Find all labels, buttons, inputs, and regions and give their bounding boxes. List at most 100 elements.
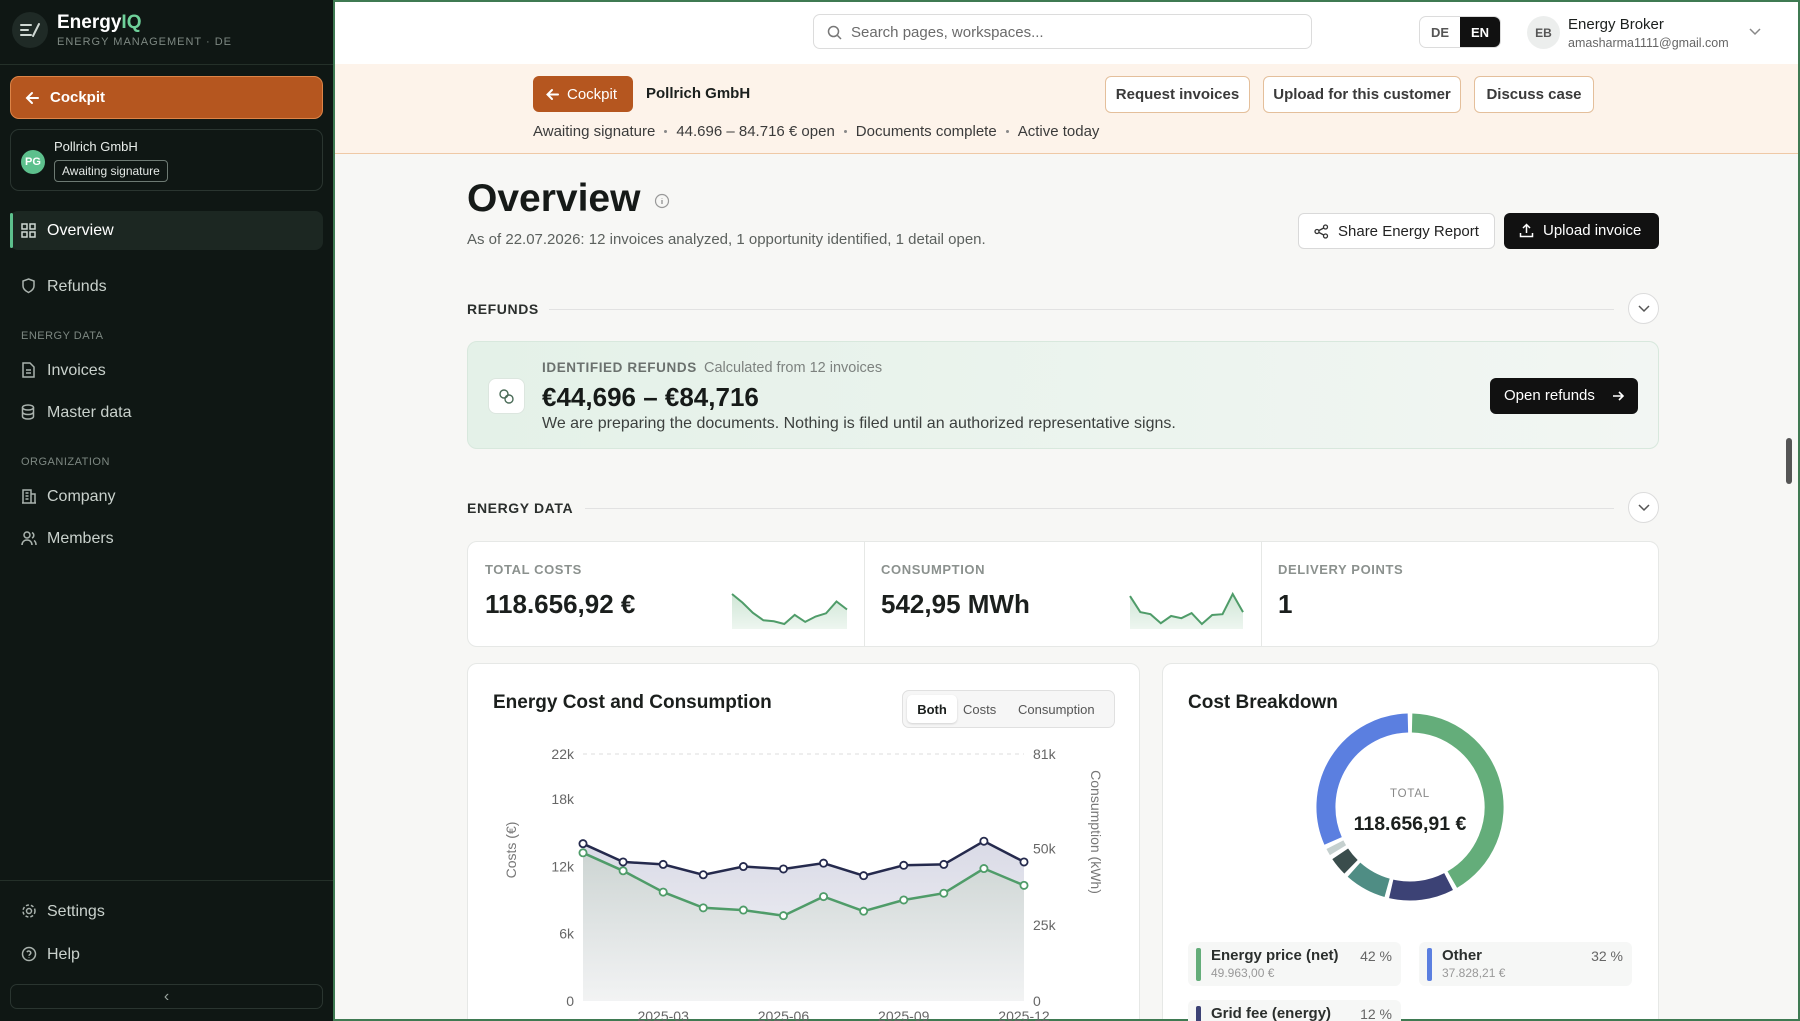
nav-section-title: ENERGY DATA [21, 330, 104, 342]
chevron [1638, 305, 1650, 313]
kpi-label: DELIVERY POINTS [1278, 562, 1404, 577]
settings-icon [22, 904, 36, 918]
kpi-label: CONSUMPTION [881, 562, 986, 577]
meta-item: Awaiting signature [533, 123, 656, 140]
language-option[interactable]: DE [1430, 24, 1450, 40]
view-toggle: Both Costs Consumption [902, 690, 1115, 728]
banner-cockpit-button[interactable]: Cockpit [533, 76, 633, 112]
page-subtitle: As of 22.07.2026: 12 invoices analyzed, … [467, 231, 986, 248]
language-toggle: DE EN [1419, 16, 1501, 48]
customer-avatar: PG [21, 150, 45, 174]
refunds-icon [22, 278, 35, 294]
topbar: Search pages, workspaces... DE EN EB Ener… [335, 2, 1798, 65]
toggle-option[interactable]: Consumption [1018, 702, 1095, 717]
kpi-divider [1261, 542, 1262, 646]
chevron [1638, 504, 1650, 512]
upload-icon [1519, 223, 1534, 238]
help-icon [21, 946, 37, 962]
chart-title: Energy Cost and Consumption [493, 692, 772, 713]
nav-item[interactable]: Company [47, 488, 116, 505]
toggle-option[interactable]: Both [907, 695, 957, 723]
refund-card: IDENTIFIED REFUNDS Calculated from 12 in… [467, 341, 1659, 449]
kpi-label: TOTAL COSTS [485, 562, 582, 577]
divider [0, 880, 333, 881]
banner-action[interactable]: Upload for this customer [1263, 76, 1461, 113]
refund-description: We are preparing the documents. Nothing … [542, 415, 1176, 432]
nav-item[interactable]: Invoices [47, 362, 106, 379]
meta-separator [1005, 130, 1009, 133]
nav-item[interactable]: Help [47, 946, 80, 963]
logo [12, 12, 48, 48]
collapse-button[interactable]: ‹ [10, 984, 323, 1009]
user-email: amasharma1111@gmail.com [1568, 36, 1729, 50]
refund-amount: €44,696 – €84,716 [542, 382, 759, 412]
nav-item[interactable]: Master data [47, 404, 132, 421]
nav-item[interactable]: Settings [47, 903, 105, 920]
refund-icon [488, 378, 525, 414]
search-box[interactable]: Search pages, workspaces... [813, 14, 1312, 49]
customer-banner: Cockpit Pollrich GmbH Request invoices U… [335, 64, 1798, 154]
divider [0, 64, 333, 65]
nav-section-title: ORGANIZATION [21, 456, 110, 468]
nav-item[interactable]: Members [47, 530, 114, 547]
user-avatar[interactable]: EB [1527, 16, 1560, 49]
section-rule [585, 508, 1614, 509]
refund-glyph [499, 389, 514, 404]
arrow-icon [25, 92, 39, 104]
share-label: Share Energy Report [1338, 223, 1479, 240]
chart-title: Cost Breakdown [1188, 692, 1338, 713]
members-icon [21, 531, 37, 546]
meta-separator [664, 130, 668, 133]
meta-item: Documents complete [855, 123, 997, 140]
customer-status: Awaiting signature [54, 160, 168, 182]
upload-invoice-button[interactable]: Upload invoice [1504, 213, 1659, 249]
share-report-button[interactable]: Share Energy Report [1298, 213, 1495, 249]
line-chart-card: Energy Cost and Consumption Both Costs C… [467, 663, 1140, 1019]
language-option[interactable]: EN [1460, 17, 1500, 47]
meta-item: Active today [1017, 123, 1100, 140]
brand-name: Energy [57, 12, 122, 33]
kpi-value: 542,95 MWh [881, 589, 1030, 619]
master-data-icon [21, 404, 35, 420]
upload-label: Upload invoice [1543, 222, 1642, 239]
cockpit-label: Cockpit [50, 89, 106, 106]
customer-name: Pollrich GmbH [54, 139, 138, 154]
banner-action[interactable]: Request invoices [1105, 76, 1250, 113]
info-icon[interactable] [654, 193, 670, 209]
search-placeholder: Search pages, workspaces... [851, 24, 1044, 41]
nav-active-bg [10, 211, 323, 250]
company-icon [22, 489, 36, 504]
open-refunds-label: Open refunds [1504, 387, 1595, 404]
section-title: ENERGY DATA [467, 500, 574, 516]
scrollbar-thumb[interactable] [1786, 438, 1792, 484]
user-name: Energy Broker [1568, 16, 1664, 33]
user-menu-chevron[interactable] [1749, 28, 1761, 36]
banner-cockpit-label: Cockpit [567, 86, 618, 103]
section-rule [549, 309, 1614, 310]
meta-item: 44.696 – 84.716 € open [676, 123, 835, 140]
banner-customer: Pollrich GmbH [646, 85, 751, 102]
brand: EnergyIQ [57, 12, 141, 34]
collapse-toggle[interactable] [1628, 293, 1659, 324]
banner-meta: Awaiting signature 44.696 – 84.716 € open… [533, 123, 1099, 140]
meta-separator [843, 130, 847, 133]
share-icon [1314, 224, 1329, 239]
open-refunds-button[interactable]: Open refunds [1490, 378, 1638, 414]
page-title: Overview [467, 177, 641, 220]
nav-item[interactable]: Overview [47, 222, 114, 239]
cockpit-button[interactable]: Cockpit [10, 76, 323, 119]
section-title: REFUNDS [467, 301, 539, 317]
donut-card: Cost Breakdown [1162, 663, 1659, 1019]
nav-item[interactable]: Refunds [47, 278, 107, 295]
toggle-option[interactable]: Costs [963, 702, 997, 717]
kpi-divider [864, 542, 865, 646]
customer-card[interactable]: PG Pollrich GmbH Awaiting signature [10, 129, 323, 191]
brand-tagline: ENERGY MANAGEMENT · DE [57, 36, 233, 48]
collapse-toggle[interactable] [1628, 492, 1659, 523]
arrow-icon [1613, 391, 1625, 401]
banner-action[interactable]: Discuss case [1474, 76, 1594, 113]
sidebar: EnergyIQ ENERGY MANAGEMENT · DE Cockpit … [0, 0, 333, 1021]
main: Search pages, workspaces... DE EN EB Ener… [333, 0, 1800, 1021]
nav-active-indicator [10, 213, 13, 248]
